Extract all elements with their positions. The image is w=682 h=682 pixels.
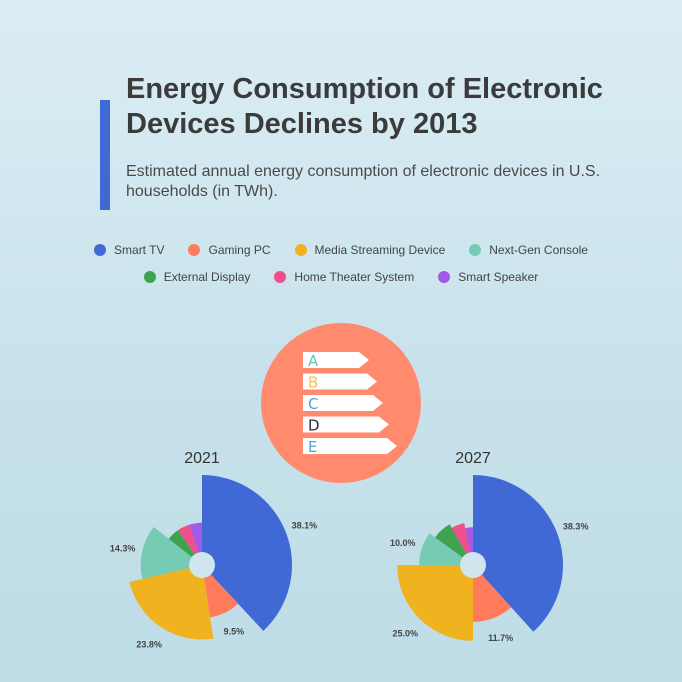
rating-letter: B bbox=[308, 374, 318, 392]
slice-label: 14.3% bbox=[110, 543, 136, 553]
page-title: Energy Consumption of Electronic Devices… bbox=[126, 73, 603, 140]
rating-letter: A bbox=[308, 352, 319, 370]
legend-item-next-gen-console: Next-Gen Console bbox=[469, 243, 588, 257]
slice-label: 38.3% bbox=[563, 522, 589, 532]
legend-item-smart-tv: Smart TV bbox=[94, 243, 164, 257]
pie-title: 2027 bbox=[455, 450, 491, 467]
rating-bar bbox=[303, 373, 377, 390]
pie-hole bbox=[460, 552, 486, 578]
legend-label: Smart TV bbox=[114, 243, 165, 257]
legend-label: Smart Speaker bbox=[458, 270, 539, 284]
legend-swatch bbox=[143, 271, 156, 283]
pie-title: 2021 bbox=[184, 450, 220, 467]
page-subtitle: Estimated annual energy consumption of e… bbox=[126, 163, 601, 200]
legend-item-smart-speaker: Smart Speaker bbox=[438, 270, 538, 284]
pie-chart-2021: 2021 38.1% 9.5% 23.8% 14.3% bbox=[110, 450, 317, 649]
legend-swatch bbox=[274, 271, 287, 283]
pie-slice bbox=[419, 533, 473, 565]
legend-item-media-streaming-device: Media Streaming Device bbox=[294, 243, 446, 257]
legend-item-home-theater-system: Home Theater System bbox=[274, 270, 414, 284]
legend-label: Next-Gen Console bbox=[489, 243, 588, 257]
legend-swatch bbox=[469, 244, 482, 256]
slice-label: 38.1% bbox=[292, 521, 318, 531]
legend-swatch bbox=[294, 244, 307, 256]
legend-label: External Display bbox=[163, 270, 251, 284]
legend-label: Home Theater System bbox=[294, 270, 415, 284]
legend-row-2: External Display Home Theater System Sma… bbox=[0, 270, 682, 284]
pie-slice bbox=[435, 524, 473, 565]
title-accent-bar bbox=[100, 100, 110, 210]
legend-swatch bbox=[188, 244, 201, 256]
pie-slice bbox=[397, 565, 473, 641]
pie-slice bbox=[473, 565, 512, 622]
slice-label: 9.5% bbox=[224, 627, 245, 637]
slice-label: 25.0% bbox=[393, 629, 419, 639]
legend-label: Gaming PC bbox=[208, 243, 271, 257]
pie-slice bbox=[140, 527, 202, 580]
rating-letter: E bbox=[308, 438, 317, 456]
legend-item-external-display: External Display bbox=[143, 270, 251, 284]
slice-label: 23.8% bbox=[136, 639, 162, 649]
rating-bar bbox=[303, 395, 383, 411]
rating-bar bbox=[303, 416, 389, 433]
slice-label: 11.7% bbox=[488, 633, 513, 643]
rating-bar bbox=[303, 352, 369, 368]
legend-swatch bbox=[94, 244, 107, 256]
pie-hole bbox=[189, 552, 215, 578]
legend-label: Media Streaming Device bbox=[314, 243, 446, 257]
rating-bar bbox=[303, 438, 397, 454]
rating-letter: D bbox=[308, 417, 320, 435]
pie-slice bbox=[473, 475, 564, 632]
legend-swatch bbox=[438, 271, 451, 283]
pie-slice bbox=[129, 565, 214, 640]
legend-item-gaming-pc: Gaming PC bbox=[188, 243, 271, 257]
legend-row-1: Smart TV Gaming PC Media Streaming Devic… bbox=[0, 243, 682, 257]
pie-chart-2027: 2027 38.3% 11.7% 25.0% 10.0% bbox=[390, 450, 588, 643]
pie-slice bbox=[202, 475, 293, 631]
slice-label: 10.0% bbox=[390, 538, 416, 548]
pie-slice bbox=[202, 565, 239, 618]
rating-letter: C bbox=[308, 395, 318, 413]
